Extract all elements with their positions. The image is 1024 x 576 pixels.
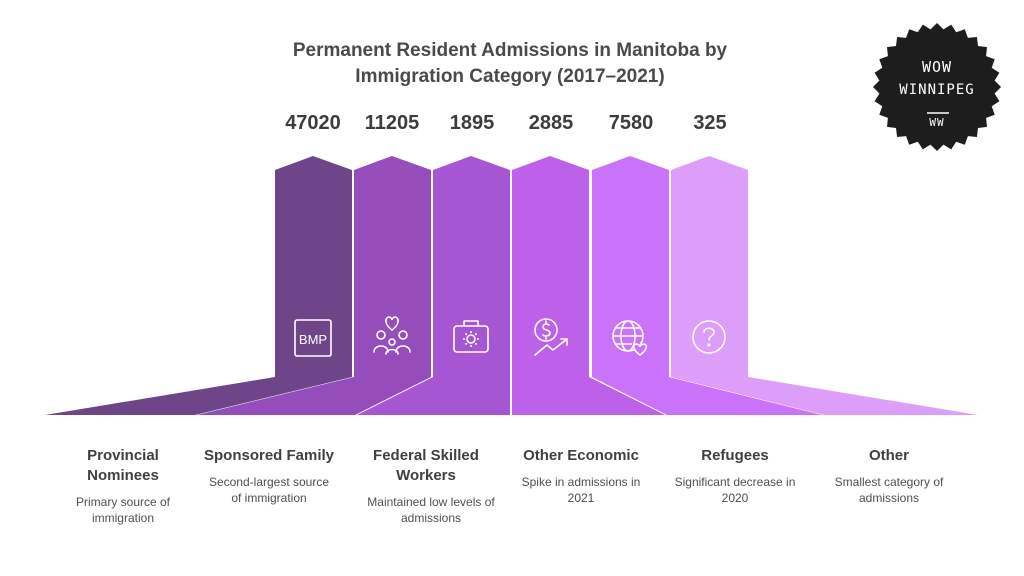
floor-sponsored-family: [197, 377, 431, 415]
desc-provincial-nominees-line-1: Primary source of: [75, 495, 171, 509]
floor-federal-skilled-workers: [357, 377, 510, 415]
desc-provincial-nominees: Primary source of immigration: [48, 494, 198, 526]
label-federal-skilled-workers-line-2: Workers: [396, 467, 456, 484]
label-other: Other: [814, 446, 964, 466]
logo-text-wow: WOW: [921, 58, 953, 76]
label-refugees: Refugees: [660, 446, 810, 466]
globe-heart-icon: [612, 320, 648, 356]
label-provincial-nominees-line-2: Nominees: [87, 467, 159, 484]
floor-provincial-nominees: [45, 377, 352, 415]
desc-other-economic: Spike in admissions in 2021: [506, 474, 656, 506]
desc-sponsored-family-line-2: of immigration: [231, 491, 307, 505]
floor-other-economic: [512, 377, 665, 415]
floor-other: [671, 377, 978, 415]
desc-refugees: Significant decrease in 2020: [660, 474, 810, 506]
logo-text-winnipeg: WINNIPEG: [899, 82, 975, 98]
desc-sponsored-family-line-1: Second-largest source: [208, 475, 330, 489]
desc-other-line-1: Smallest category of: [834, 475, 944, 489]
title-line-2: Immigration Category (2017–2021): [355, 66, 665, 87]
label-provincial-nominees: Provincial Nominees: [48, 446, 198, 486]
value-other-economic: 2885: [528, 112, 574, 134]
desc-federal-skilled-workers: Maintained low levels of admissions: [351, 494, 511, 526]
desc-refugees-line-1: Significant decrease in: [674, 475, 796, 489]
desc-other-line-2: admissions: [858, 491, 920, 505]
title-line-1: Permanent Resident Admissions in Manitob…: [292, 40, 728, 61]
family-heart-icon: [373, 316, 411, 355]
column-other-economic: [512, 156, 589, 377]
floor-refugees: [592, 377, 822, 415]
label-refugees-line-1: Refugees: [701, 447, 769, 464]
value-federal-skilled-workers: 1895: [449, 112, 495, 134]
desc-provincial-nominees-line-2: immigration: [91, 511, 154, 525]
desc-federal-skilled-workers-line-2: admissions: [400, 511, 462, 525]
label-other-line-1: Other: [868, 447, 909, 464]
column-refugees: [592, 156, 669, 377]
page-title: Permanent Resident Admissions in Manitob…: [240, 38, 780, 90]
label-federal-skilled-workers-line-1: Federal Skilled: [373, 447, 479, 464]
label-federal-skilled-workers: Federal Skilled Workers: [351, 446, 501, 486]
desc-refugees-line-2: 2020: [721, 491, 749, 505]
desc-other: Smallest category of admissions: [814, 474, 964, 506]
label-other-economic-line-1: Other Economic: [523, 447, 639, 464]
value-sponsored-family: 11205: [364, 112, 420, 134]
bmp-icon-text: BMP: [299, 332, 327, 347]
column-other: [671, 156, 748, 377]
briefcase-gear-icon: [453, 320, 489, 353]
logo-text-ww: WW: [929, 116, 945, 129]
label-other-economic: Other Economic: [506, 446, 656, 466]
value-other: 325: [693, 112, 727, 134]
desc-other-economic-line-1: Spike in admissions in: [521, 475, 641, 489]
label-sponsored-family: Sponsored Family: [194, 446, 344, 466]
column-sponsored-family: [354, 156, 431, 377]
dollar-growth-icon: [534, 318, 568, 356]
desc-other-economic-line-2: 2021: [567, 491, 595, 505]
question-icon: [692, 320, 726, 354]
desc-sponsored-family: Second-largest source of immigration: [194, 474, 344, 506]
column-federal-skilled-workers: [433, 156, 510, 377]
label-sponsored-family-line-1: Sponsored Family: [203, 447, 335, 464]
label-provincial-nominees-line-1: Provincial: [87, 447, 159, 464]
wow-winnipeg-logo: [873, 23, 1001, 151]
value-provincial-nominees: 47020: [285, 112, 341, 134]
value-refugees: 7580: [608, 112, 654, 134]
bmp-icon: BMP: [294, 319, 332, 357]
desc-federal-skilled-workers-line-1: Maintained low levels of: [367, 495, 495, 509]
